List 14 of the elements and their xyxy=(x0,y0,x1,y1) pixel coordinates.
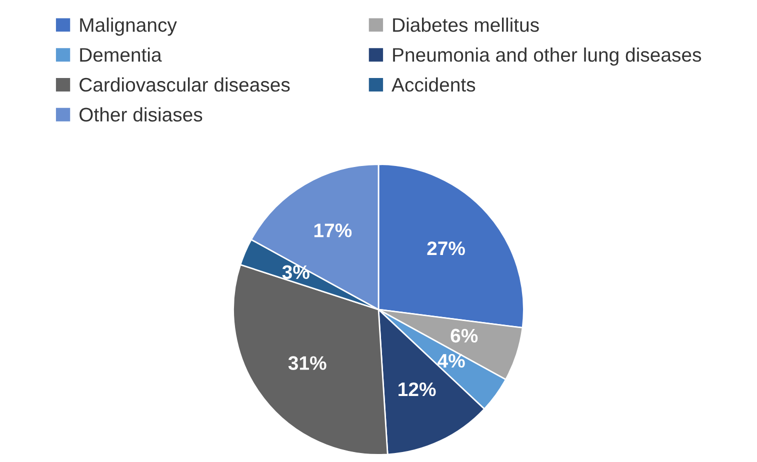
legend-label: Cardiovascular diseases xyxy=(80,77,290,92)
legend-label: Diabetes mellitus xyxy=(393,18,539,32)
data-label: 6% xyxy=(450,328,478,343)
legend-label: Pneumonia and other lung diseases xyxy=(393,48,702,66)
data-label: 27% xyxy=(427,241,465,256)
legend-label: Malignancy xyxy=(80,18,177,36)
data-label: 17% xyxy=(314,224,352,238)
data-label: 31% xyxy=(288,356,326,370)
data-label: 12% xyxy=(398,382,436,396)
legend-label: Other disiases xyxy=(80,107,202,122)
legend-label: Dementia xyxy=(80,48,162,62)
data-label: 3% xyxy=(282,265,310,280)
legend-label: Accidents xyxy=(392,77,476,92)
data-label: 4% xyxy=(438,354,465,368)
